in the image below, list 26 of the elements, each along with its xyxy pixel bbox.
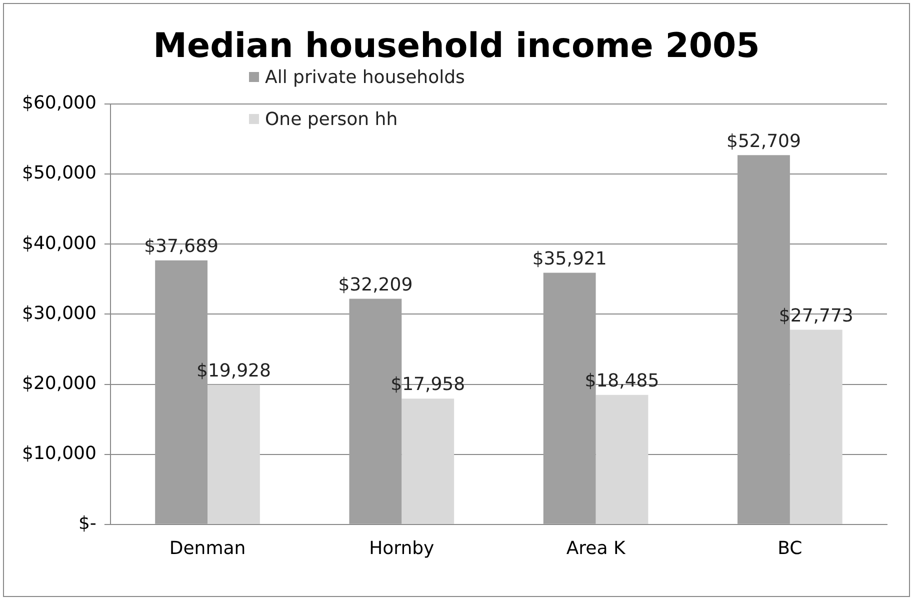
legend-label: All private households <box>265 66 465 88</box>
y-tick-label: $30,000 <box>22 302 96 324</box>
legend-label: One person hh <box>265 108 398 130</box>
data-label: $37,689 <box>144 236 219 257</box>
y-tick-label: $40,000 <box>22 232 96 254</box>
data-label: $27,773 <box>778 305 854 326</box>
y-tick-label: $50,000 <box>22 162 96 184</box>
data-label: $18,485 <box>584 370 660 392</box>
bar <box>596 394 648 524</box>
x-tick-label: Hornby <box>369 538 435 559</box>
bar <box>402 398 454 524</box>
y-tick-label: $10,000 <box>22 443 96 464</box>
data-label: $35,921 <box>532 248 607 270</box>
bar <box>208 384 260 524</box>
y-tick-label: $20,000 <box>22 372 96 394</box>
x-tick-label: Denman <box>169 538 246 559</box>
data-label: $17,958 <box>390 374 466 396</box>
x-tick-label: BC <box>778 538 802 559</box>
x-tick-label: Area K <box>566 538 626 559</box>
data-label: $32,209 <box>338 274 413 296</box>
chart-title: Median household income 2005 <box>152 26 761 66</box>
bar <box>790 330 842 524</box>
y-tick-label: $- <box>78 513 96 534</box>
data-label: $52,709 <box>726 130 801 152</box>
y-tick-label: $60,000 <box>22 92 96 114</box>
data-label: $19,928 <box>196 360 271 382</box>
